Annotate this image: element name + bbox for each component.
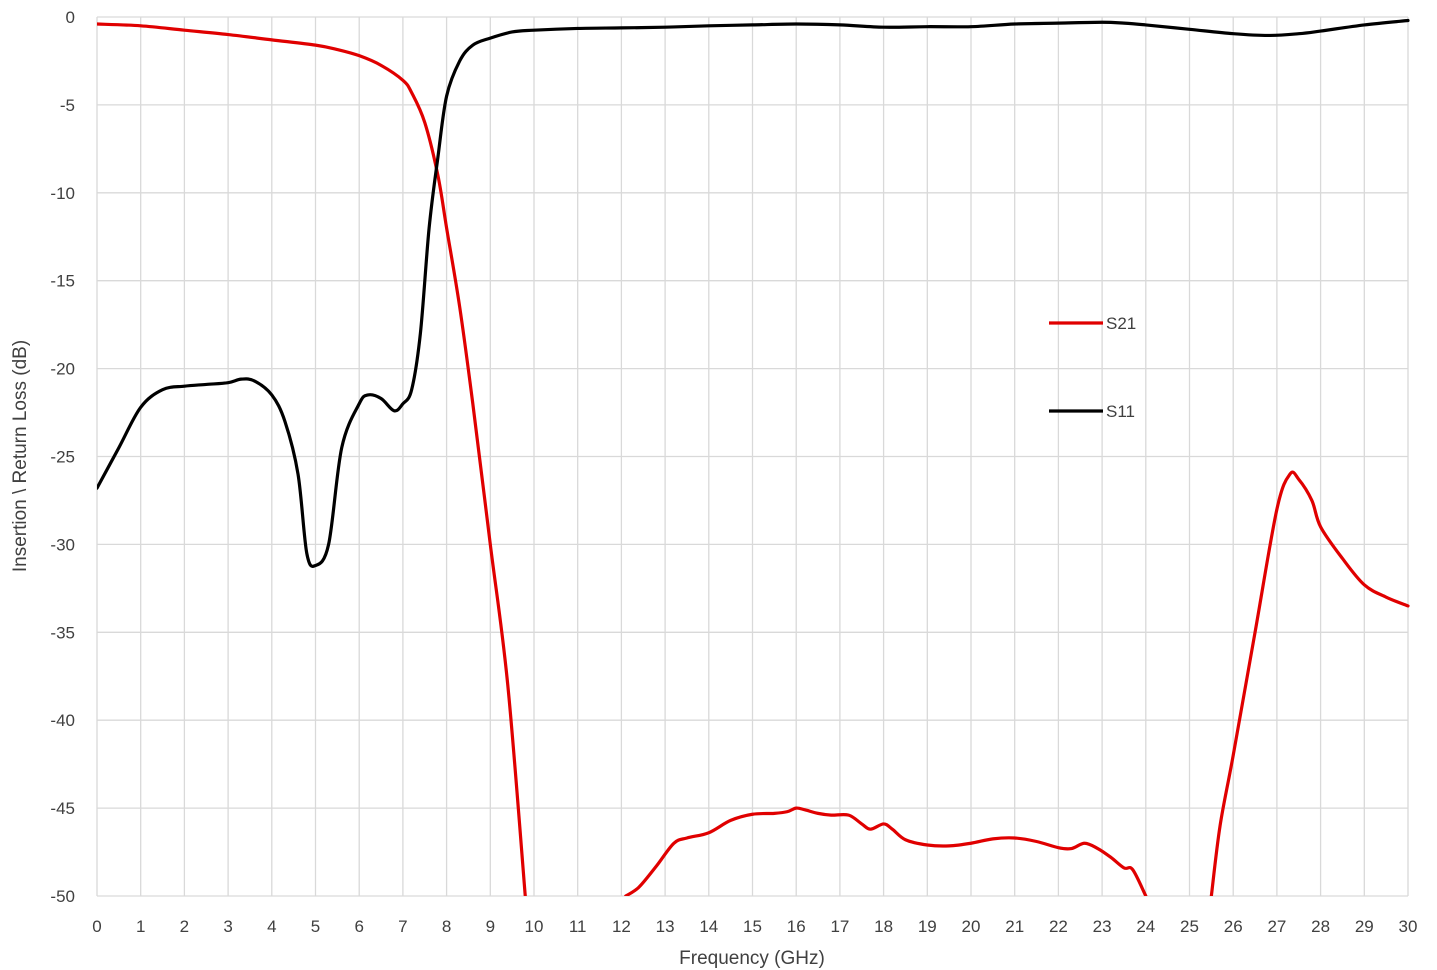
x-tick-label: 21	[1005, 917, 1024, 936]
legend: S21 S11	[1049, 314, 1136, 421]
x-tick-label: 13	[656, 917, 675, 936]
x-axis-title: Frequency (GHz)	[679, 948, 825, 969]
x-tick-label: 17	[830, 917, 849, 936]
x-tick-label: 14	[699, 917, 718, 936]
x-tick-label: 10	[525, 917, 544, 936]
y-tick-label: 0	[66, 8, 75, 27]
y-tick-label: -30	[50, 535, 75, 554]
series-line-s21	[1209, 470, 1410, 896]
x-tick-label: 15	[743, 917, 762, 936]
x-tick-label: 23	[1093, 917, 1112, 936]
x-tick-label: 9	[486, 917, 495, 936]
x-tick-label: 4	[267, 917, 276, 936]
series-lines	[97, 18, 1410, 896]
x-tick-label: 25	[1180, 917, 1199, 936]
x-tick-label: 22	[1049, 917, 1068, 936]
x-tick-label: 30	[1399, 917, 1418, 936]
legend-label-s21: S21	[1106, 314, 1136, 333]
y-tick-label: -15	[50, 272, 75, 291]
x-tick-label: 19	[918, 917, 937, 936]
x-tick-label: 7	[398, 917, 407, 936]
x-tick-label: 18	[874, 917, 893, 936]
y-axis-title: Insertion \ Return Loss (dB)	[10, 340, 31, 572]
y-tick-label: -50	[50, 887, 75, 906]
y-tick-label: -35	[50, 623, 75, 642]
x-tick-label: 5	[311, 917, 320, 936]
x-tick-label: 16	[787, 917, 806, 936]
x-tick-label: 24	[1136, 917, 1155, 936]
x-tick-label: 28	[1311, 917, 1330, 936]
x-tick-label: 1	[136, 917, 145, 936]
x-tick-label: 27	[1267, 917, 1286, 936]
y-tick-label: -10	[50, 184, 75, 203]
x-tick-label: 0	[92, 917, 101, 936]
x-tick-label: 26	[1224, 917, 1243, 936]
y-tick-label: -25	[50, 448, 75, 467]
series-line-s11	[97, 18, 1410, 568]
x-tick-label: 3	[223, 917, 232, 936]
y-tick-label: -45	[50, 799, 75, 818]
y-axis-ticks: 0 -5 -10 -15 -20 -25 -30 -35 -40 -45 -50	[50, 8, 75, 906]
y-tick-label: -5	[60, 96, 75, 115]
x-tick-label: 6	[354, 917, 363, 936]
x-axis-ticks: 0 1 2 3 4 5 6 7 8 9 10 11 12 13 14 15 16 17 18 19 20 21 22 23 24…	[92, 917, 1417, 936]
x-tick-label: 2	[180, 917, 189, 936]
series-line-s21	[97, 22, 527, 896]
legend-label-s11: S11	[1106, 402, 1135, 421]
gridlines	[96, 16, 1409, 897]
x-tick-label: 29	[1355, 917, 1374, 936]
x-tick-label: 8	[442, 917, 451, 936]
x-tick-label: 20	[962, 917, 981, 936]
x-tick-label: 12	[612, 917, 631, 936]
y-tick-label: -20	[50, 360, 75, 379]
y-tick-label: -40	[50, 711, 75, 730]
series-line-s21	[624, 806, 1148, 896]
x-tick-label: 11	[569, 917, 587, 936]
